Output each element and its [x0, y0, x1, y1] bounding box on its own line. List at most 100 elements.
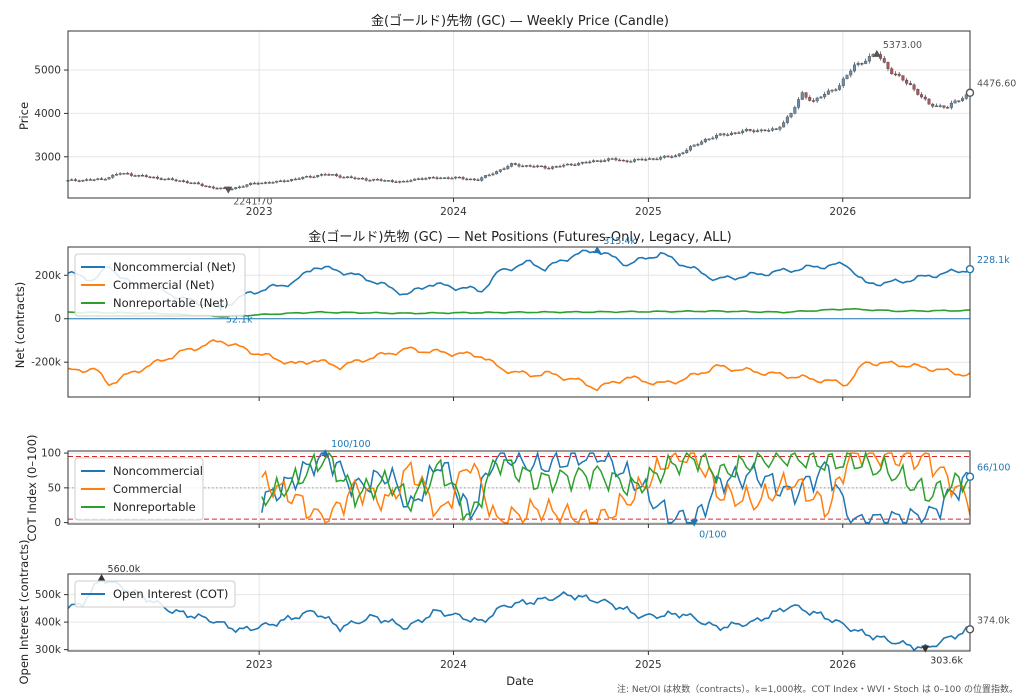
candle-body: [394, 181, 398, 183]
candle-body: [797, 99, 801, 108]
candle-body: [584, 161, 588, 164]
candle-body: [465, 178, 469, 181]
candle-body: [118, 173, 122, 175]
candle-body: [368, 180, 372, 182]
candle-body: [167, 178, 171, 180]
candle-body: [290, 179, 294, 181]
y-tick-label: 400k: [35, 617, 62, 629]
y-tick-label: 50: [48, 482, 61, 494]
candle-body: [454, 176, 458, 179]
candle-body: [141, 175, 145, 177]
last-value-label: 374.0k: [977, 615, 1010, 626]
candle-body: [491, 173, 495, 176]
candle-body: [85, 179, 89, 181]
last-value-label: 228.1k: [977, 255, 1010, 266]
y-tick-label: 500k: [35, 589, 62, 601]
candle-body: [387, 180, 391, 182]
candle-body: [510, 163, 514, 167]
candle-body: [700, 141, 704, 145]
candle-body: [599, 160, 603, 162]
candle-body: [480, 177, 484, 181]
candle-body: [536, 165, 540, 168]
candle-body: [502, 168, 506, 170]
price-panel: 金(ゴールド)先物 (GC) — Weekly Price (Candle) P…: [17, 13, 1016, 218]
candle-body: [401, 180, 405, 183]
legend-box: [74, 253, 246, 317]
candle-body: [778, 126, 782, 130]
candle-body: [353, 177, 357, 180]
last-value-marker: [965, 625, 975, 634]
candle-body: [826, 90, 830, 95]
candle-body: [495, 171, 499, 175]
candle-body: [249, 182, 253, 185]
candle-body: [621, 159, 625, 162]
candle-body: [815, 97, 819, 102]
candle-body: [823, 94, 827, 98]
candle-body: [73, 179, 77, 181]
candle-body: [241, 186, 245, 188]
candle-body: [782, 122, 786, 128]
y-tick-label: 100: [41, 448, 61, 460]
candle-body: [741, 130, 745, 133]
candle-body: [923, 96, 927, 100]
y-tick-label: -200k: [31, 357, 62, 369]
last-value-marker: [965, 264, 975, 274]
candle-body: [640, 158, 644, 161]
candle-body: [100, 178, 104, 180]
candle-body: [543, 166, 547, 169]
min-value-label: 0/100: [699, 530, 726, 541]
candle-body: [155, 176, 159, 179]
candle-body: [305, 176, 309, 178]
candle-body: [364, 178, 368, 181]
candle-body: [864, 60, 868, 64]
x-tick-label: 2025: [635, 659, 662, 671]
candle-body: [114, 174, 118, 176]
candle-body: [126, 173, 130, 175]
candle-body: [785, 116, 789, 123]
candle-body: [577, 163, 581, 166]
candle-body: [696, 144, 700, 146]
candle-body: [170, 178, 174, 181]
cot-series-line-0: [261, 450, 971, 525]
x-tick-label: 2026: [829, 206, 856, 218]
candle-body: [234, 187, 238, 190]
candle-body: [196, 182, 200, 185]
candle-body: [655, 158, 659, 161]
candle-body: [718, 133, 722, 136]
candle-body: [483, 175, 487, 178]
candle-body: [804, 92, 808, 98]
candle-body: [271, 182, 275, 184]
candle-body: [711, 137, 715, 140]
candle-body: [260, 182, 264, 185]
y-tick-label: 0: [54, 517, 61, 529]
candle-body: [148, 176, 152, 179]
plot-frame: [67, 450, 971, 525]
candle-body: [606, 158, 610, 161]
min-marker: [224, 186, 233, 194]
plot-frame: [67, 246, 971, 398]
candle-body: [756, 130, 760, 133]
candle-body: [524, 165, 528, 167]
candle-body: [707, 138, 711, 141]
candle-body: [204, 185, 208, 188]
candle-body: [208, 186, 212, 188]
candle-body: [752, 130, 756, 133]
price-y-axis-label: Price: [17, 102, 31, 130]
candle-body: [182, 180, 186, 182]
legend-label-0: Noncommercial: [113, 464, 203, 478]
net-panel: 金(ゴールド)先物 (GC) — Net Positions (Futures-…: [13, 229, 1010, 401]
candle-body: [834, 89, 838, 91]
candle-body: [88, 179, 92, 181]
candle-body: [856, 63, 860, 66]
candle-body: [841, 78, 845, 86]
legend-label-1: Commercial: [113, 482, 182, 496]
candle-body: [319, 174, 323, 176]
candle-body: [428, 176, 432, 179]
candle-body: [539, 165, 543, 168]
candle-body: [957, 100, 961, 102]
candle-body: [360, 177, 364, 180]
candle-body: [744, 129, 748, 132]
candle-body: [219, 187, 223, 190]
candle-body: [111, 174, 115, 178]
candle-body: [420, 178, 424, 180]
